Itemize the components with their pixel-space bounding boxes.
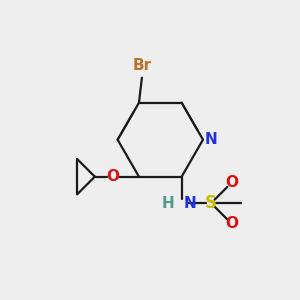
- Text: S: S: [205, 194, 217, 212]
- Text: N: N: [183, 196, 196, 211]
- Text: O: O: [106, 169, 119, 184]
- Text: O: O: [225, 175, 238, 190]
- Text: Br: Br: [132, 58, 152, 73]
- Text: H: H: [161, 196, 174, 211]
- Text: O: O: [225, 216, 238, 231]
- Text: N: N: [205, 132, 217, 147]
